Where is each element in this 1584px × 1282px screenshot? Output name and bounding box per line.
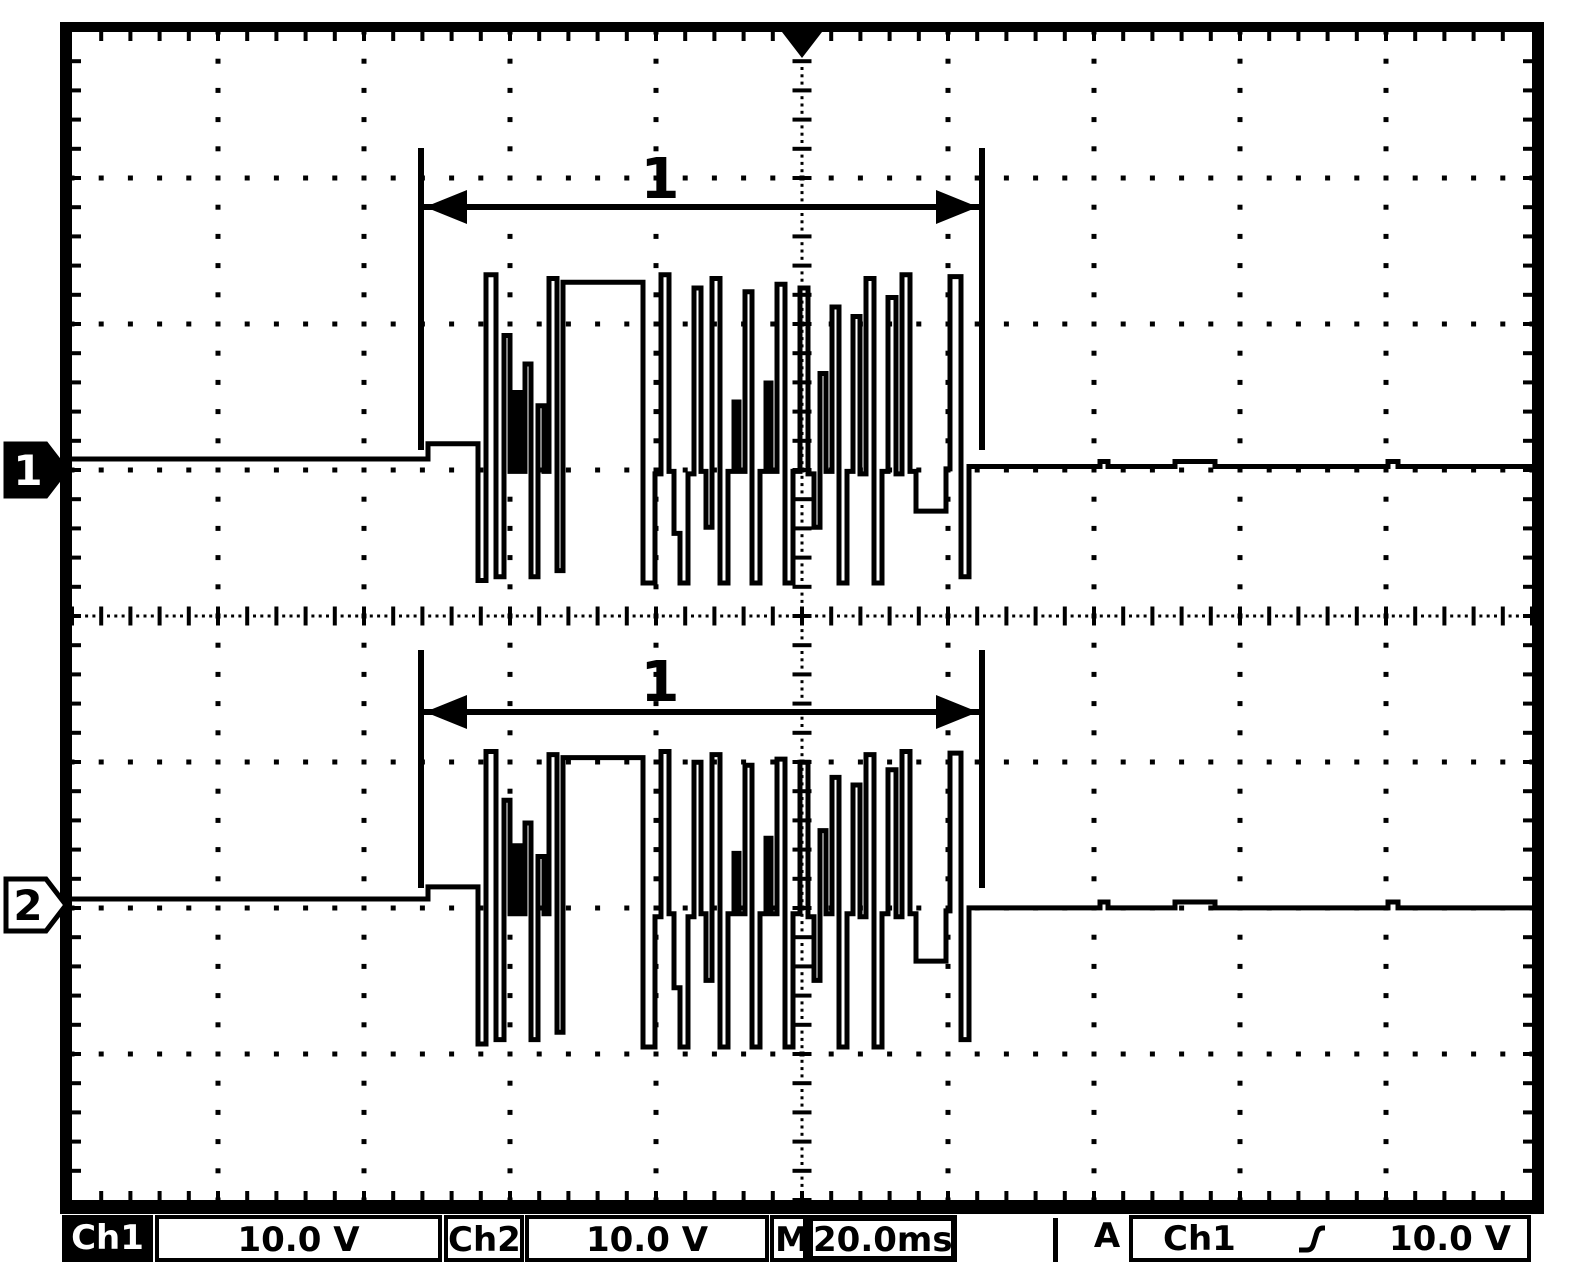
- channel-marker-label: 1: [13, 446, 42, 495]
- waveform-trace-ch1: [72, 272, 1532, 586]
- channel-marker-2: 2: [3, 876, 70, 934]
- channel-marker-label: 2: [13, 881, 42, 930]
- screen-frame: [60, 22, 1544, 1214]
- annotation-label: 1: [641, 147, 680, 212]
- burst-width-annotation-2: 1: [418, 650, 985, 888]
- waveform-trace-ch2: [72, 749, 1532, 1050]
- channel-marker-1: 1: [3, 441, 70, 499]
- burst-width-annotation-1: 1: [418, 147, 985, 450]
- graticule-edge-ticks: [72, 32, 1532, 1200]
- trigger-position-marker: [782, 32, 822, 58]
- annotation-label: 1: [641, 650, 680, 715]
